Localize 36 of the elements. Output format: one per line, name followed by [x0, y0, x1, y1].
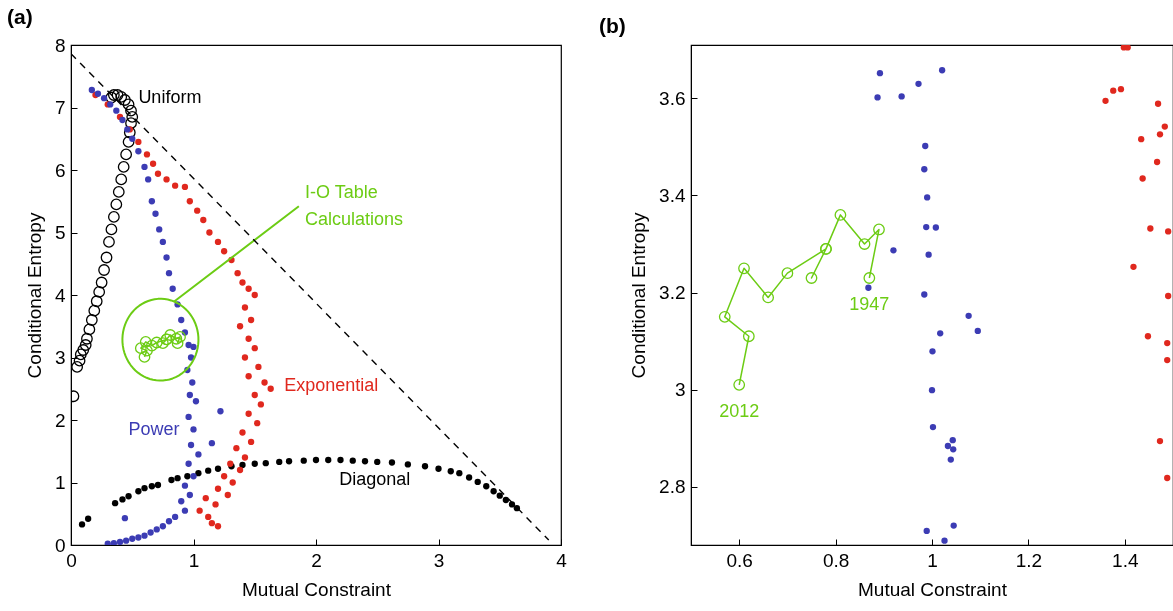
y-tick-label: 4: [54, 284, 66, 306]
y-tick-label: 8: [54, 34, 66, 56]
x-tick-label: 1: [188, 549, 200, 571]
chart-title: (b): [599, 14, 626, 37]
y-tick-label: 5: [54, 222, 66, 243]
x-tick-label: 0.6: [726, 549, 753, 571]
y-tick-label: 3.6: [659, 87, 686, 109]
series-label: Uniform: [138, 87, 202, 108]
x-tick-label: 1.4: [1112, 549, 1139, 571]
annotation: 1947: [849, 294, 890, 315]
x-tick-label: 2: [311, 549, 322, 571]
x-tick-label: 4: [556, 549, 568, 571]
series-label: Exponential: [284, 375, 379, 396]
y-tick-label: 3: [674, 379, 686, 401]
series-label: Diagonal: [339, 469, 411, 489]
y-axis-title: Conditional Entropy: [23, 212, 45, 379]
y-tick-label: 3.2: [659, 282, 686, 304]
x-tick-label: 1.2: [1015, 549, 1043, 571]
text: I-O Table Calculations: [304, 181, 404, 229]
series-label: Power: [128, 419, 180, 439]
x-axis-title: Mutual Constraint: [858, 578, 1008, 600]
annotation: 2012: [719, 400, 760, 421]
y-tick-label: 0: [54, 534, 66, 556]
x-tick-label: 1: [927, 549, 938, 571]
y-tick-label: 7: [54, 97, 66, 118]
y-tick-label: 6: [54, 159, 66, 181]
y-tick-label: 2: [54, 409, 66, 431]
y-tick-label: 1: [54, 472, 66, 493]
chart-title: (a): [7, 5, 33, 28]
y-axis-title: Conditional Entropy: [628, 212, 650, 379]
x-axis-title: Mutual Constraint: [242, 578, 392, 600]
y-tick-label: 3.4: [659, 184, 686, 206]
y-tick-label: 3: [54, 347, 66, 368]
x-tick-label: 0.8: [822, 549, 850, 571]
y-tick-label: 2.8: [659, 476, 686, 498]
x-tick-label: 3: [433, 549, 445, 571]
